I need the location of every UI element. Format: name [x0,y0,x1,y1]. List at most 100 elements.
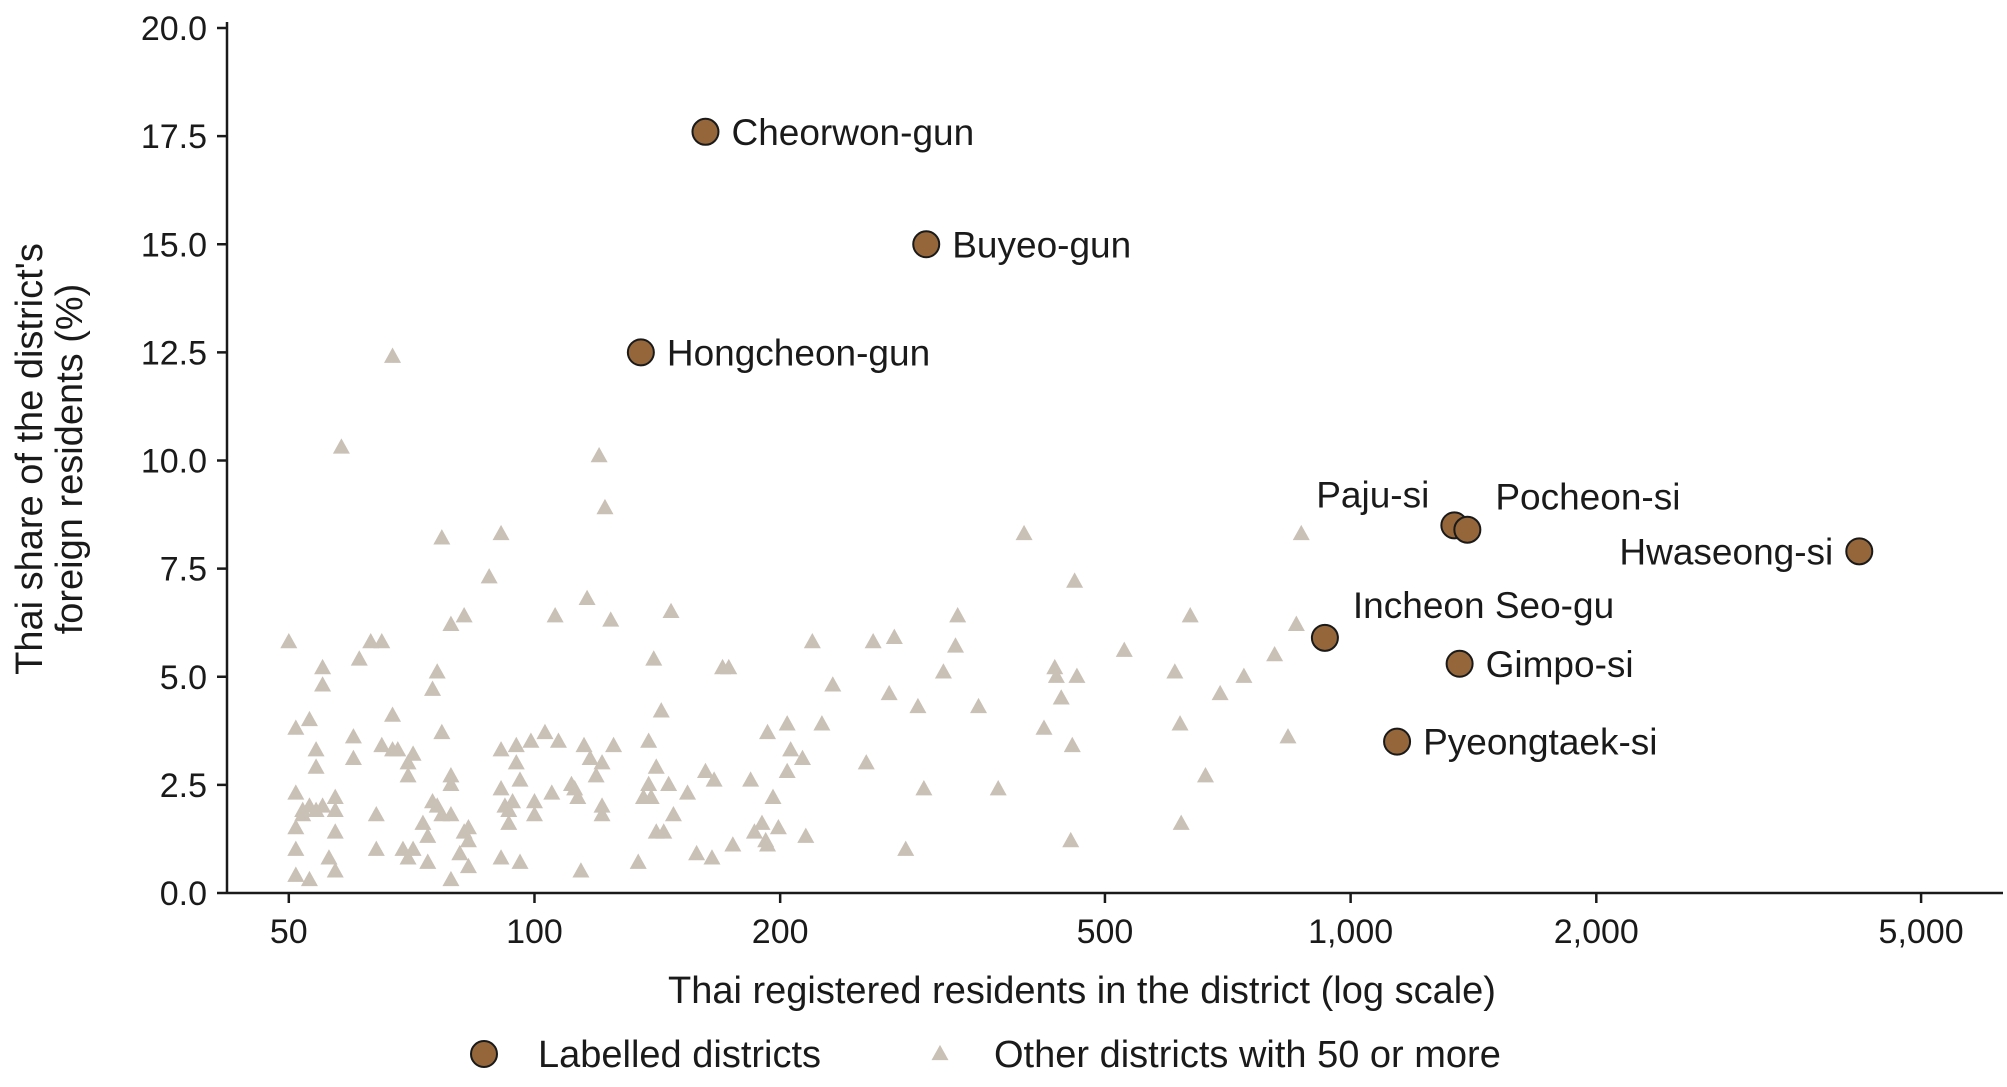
other-district-point [492,741,510,757]
y-tick-label: 7.5 [160,551,207,589]
other-district-point [399,754,417,770]
other-district-point [287,784,305,800]
labelled-district-point [626,338,655,367]
other-district-point [1166,663,1184,679]
other-district-point [1266,645,1284,662]
district-label: Cheorwon-gun [731,112,974,153]
other-district-point [593,754,611,770]
other-district-point [880,684,898,701]
other-district-point [640,775,658,791]
other-district-point [640,732,658,748]
other-district-point [569,788,587,804]
other-district-point [1292,524,1310,541]
other-district-point [578,589,596,606]
other-district-point [492,780,510,796]
district-label: Pyeongtaek-si [1423,722,1657,763]
other-district-point [511,771,529,787]
x-tick-label: 5,000 [1879,913,1964,951]
other-district-point [307,741,325,757]
other-district-point [442,615,460,631]
other-district-point [344,749,362,766]
other-district-point [511,853,529,869]
other-district-point [970,697,988,714]
other-district-point [909,697,927,714]
other-district-point [587,767,605,783]
x-tick-label: 1,000 [1308,913,1393,951]
other-district-point [885,628,903,644]
other-district-point [500,814,518,830]
other-district-point [455,607,473,623]
y-tick-label: 12.5 [141,334,207,372]
other-district-point [500,801,518,817]
other-district-point [384,706,402,722]
other-district-point [797,827,815,843]
other-district-point [419,827,437,843]
other-district-point [688,844,706,861]
other-district-point [326,801,344,817]
district-label: Gimpo-si [1486,644,1634,685]
other-district-point [332,438,350,454]
other-district-point [1171,715,1189,731]
y-tick-label: 0.0 [160,875,207,913]
other-district-point [504,792,522,809]
other-district-point [679,784,697,800]
other-district-point [575,736,593,753]
other-district-point [373,632,391,649]
x-tick-label: 2,000 [1554,913,1639,951]
other-district-point [459,818,477,835]
labelled-district-point [912,230,941,259]
other-district-point [287,818,305,835]
y-axis-ticks: 0.0 2.5 5.0 7.5 10.0 12.5 15.0 17.5 20.0 [141,10,227,913]
other-district-point [1046,658,1064,675]
y-tick-label: 15.0 [141,226,207,264]
other-district-point [507,736,525,753]
other-district-point [629,853,647,869]
x-tick-label: 100 [506,913,563,951]
other-district-point [581,749,599,766]
other-district-point [596,498,614,515]
other-district-point [664,805,682,822]
other-district-point [362,632,380,649]
other-district-point [602,611,620,627]
axes: 50 100 200 500 1,000 2,000 5,000 0.0 2.5 5.0 7.5 1… [141,10,2003,951]
other-district-point [399,767,417,783]
other-district-point [1062,831,1080,848]
other-district-point [307,758,325,774]
other-district-point [793,749,811,766]
other-district-point [703,849,721,865]
other-district-point [1068,667,1086,683]
other-district-point [915,780,933,796]
labelled-district-point [1445,649,1474,678]
labelled-district-point [691,117,720,146]
other-district-point [857,754,875,770]
other-district-point [433,529,451,545]
other-district-point [367,840,385,856]
other-district-point [897,840,915,856]
other-district-point [404,745,422,761]
other-district-point [459,857,477,874]
other-district-point [989,780,1007,796]
other-district-point [745,823,763,839]
other-district-point [782,741,800,757]
other-district-point [769,818,787,835]
other-district-point [326,823,344,839]
y-tick-label: 17.5 [141,118,207,156]
x-axis-title: Thai registered residents in the distric… [668,970,1496,1012]
labelled-district-point [1310,623,1339,652]
other-district-point [759,723,777,740]
legend-marker-labelled [470,1040,498,1068]
other-district-point [1047,667,1065,683]
other-district-point [314,676,332,692]
other-district-point [647,758,665,774]
other-district-point [705,771,723,787]
other-district-point [300,710,318,727]
other-district-point [778,762,796,779]
other-district-point [300,870,318,887]
legend: Labelled districts Other districts with … [470,1034,1501,1076]
district-label: Hwaseong-si [1619,531,1833,572]
other-district-point [419,853,437,869]
other-district-point [1035,719,1053,735]
other-district-point [424,680,442,696]
y-tick-label: 20.0 [141,10,207,48]
other-district-point [480,568,498,584]
